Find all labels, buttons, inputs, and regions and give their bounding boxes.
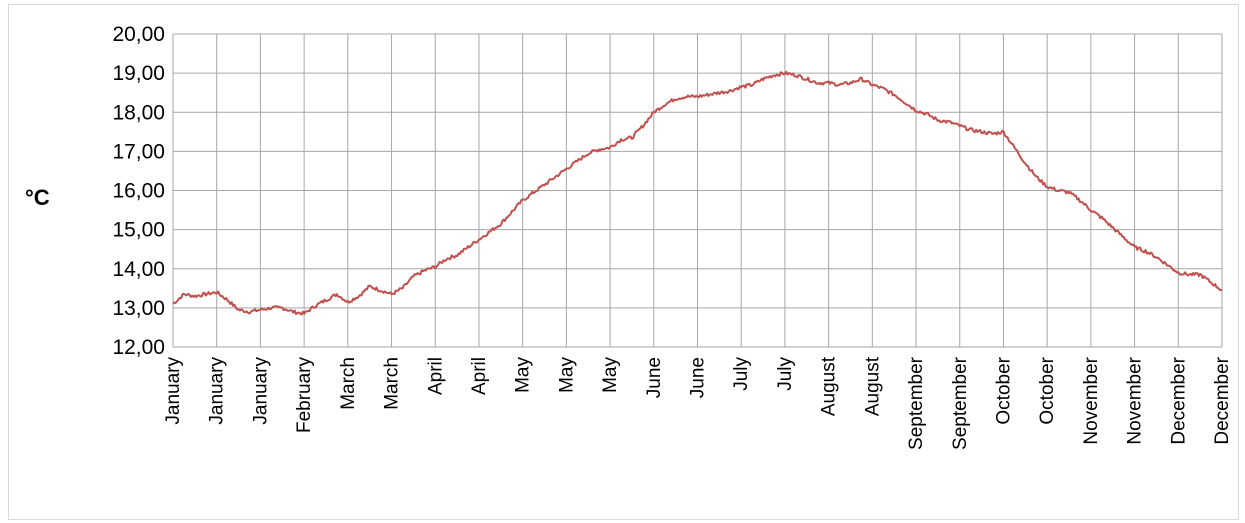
- x-tick-label: January: [250, 357, 271, 425]
- y-tick-label: 14,00: [112, 258, 165, 281]
- x-tick-labels: January January January February March March A…: [163, 356, 1233, 450]
- x-tick-label: August: [819, 356, 840, 416]
- y-axis-label: °C: [25, 185, 50, 210]
- y-tick-label: 19,00: [112, 62, 165, 85]
- y-tick-label: 15,00: [112, 219, 165, 242]
- x-tick-label: April: [469, 357, 490, 395]
- x-tick-label: April: [425, 357, 446, 395]
- y-tick-label: 12,00: [112, 336, 165, 359]
- x-tick-label: May: [513, 357, 534, 393]
- x-tick-label: October: [1037, 356, 1058, 424]
- x-tick-label: November: [1081, 356, 1102, 444]
- x-tick-label: February: [294, 357, 315, 434]
- x-tick-label: May: [556, 357, 577, 393]
- x-tick-label: October: [993, 356, 1014, 424]
- x-tick-label: May: [600, 357, 621, 393]
- x-tick-label: September: [906, 356, 927, 450]
- x-tick-label: January: [163, 357, 184, 425]
- grid: [172, 33, 1223, 348]
- line-chart: 12,00 13,00 14,00 15,00 16,00 17,00 18,00 19,00…: [25, 23, 1233, 450]
- y-tick-label: 20,00: [112, 23, 165, 46]
- series-layer: [172, 70, 1223, 316]
- x-tick-label: June: [644, 357, 665, 398]
- y-tick-label: 16,00: [112, 180, 165, 203]
- x-tick-label: March: [382, 357, 403, 410]
- x-tick-label: July: [731, 357, 752, 391]
- x-tick-label: March: [338, 357, 359, 410]
- x-tick-label: September: [950, 356, 971, 450]
- x-tick-label: January: [207, 357, 228, 425]
- x-tick-label: August: [862, 356, 883, 416]
- y-tick-label: 18,00: [112, 101, 165, 124]
- x-tick-label: November: [1125, 356, 1146, 444]
- y-tick-label: 13,00: [112, 297, 165, 320]
- x-tick-label: July: [775, 357, 796, 391]
- x-tick-label: December: [1168, 356, 1189, 444]
- chart-frame: 12,00 13,00 14,00 15,00 16,00 17,00 18,00 19,00…: [8, 4, 1239, 520]
- y-tick-labels: 12,00 13,00 14,00 15,00 16,00 17,00 18,00 19,00…: [112, 23, 165, 359]
- x-tick-label: June: [688, 357, 709, 398]
- x-tick-label: December: [1212, 356, 1233, 444]
- y-tick-label: 17,00: [112, 140, 165, 163]
- series-line: [172, 70, 1223, 316]
